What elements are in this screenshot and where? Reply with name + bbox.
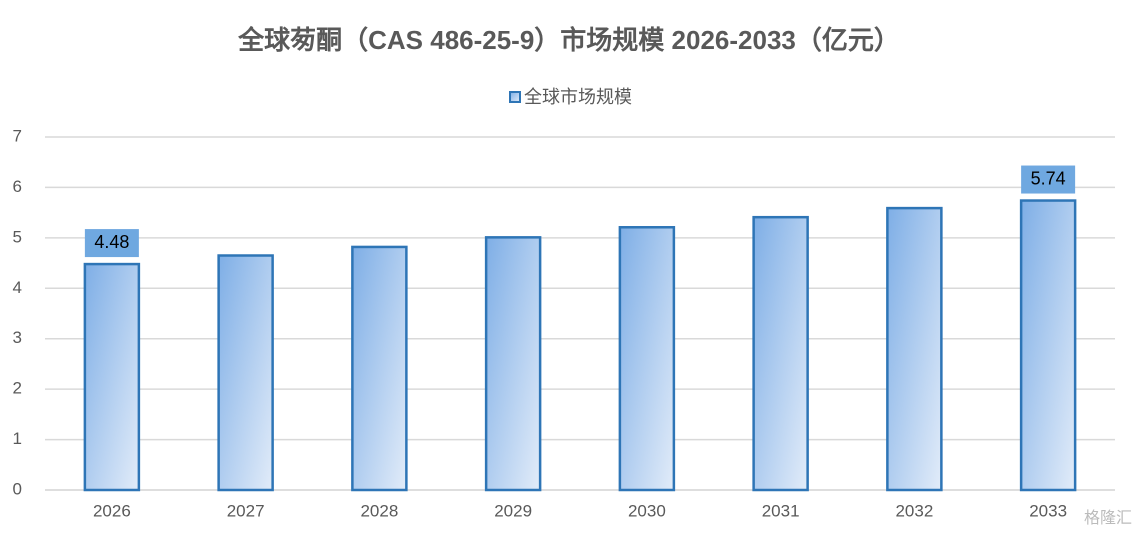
- y-tick-label: 5: [13, 227, 22, 246]
- y-tick-label: 6: [13, 177, 22, 196]
- legend-label: 全球市场规模: [524, 87, 632, 107]
- data-label-box: [1021, 165, 1076, 194]
- x-tick-label: 2033: [1029, 501, 1067, 520]
- x-tick-label: 2029: [494, 501, 532, 520]
- y-tick-label: 2: [13, 379, 22, 398]
- y-tick-label: 1: [13, 429, 22, 448]
- bar: [886, 206, 943, 492]
- x-tick-label: 2028: [360, 501, 398, 520]
- chart-title: 全球茐酮（CAS 486-25-9）市场规模 2026-2033（亿元）: [237, 25, 900, 55]
- bar: [217, 254, 274, 492]
- watermark: 格隆汇: [1084, 509, 1132, 527]
- bar: [351, 245, 408, 492]
- data-label-box: [84, 229, 139, 258]
- x-tick-label: 2032: [895, 501, 933, 520]
- bar: [484, 236, 542, 492]
- bar: [83, 262, 141, 492]
- legend-swatch: [509, 91, 521, 103]
- y-tick-label: 4: [13, 278, 22, 297]
- x-tick-label: 2030: [628, 501, 666, 520]
- bar: [618, 226, 676, 492]
- y-tick-label: 7: [13, 126, 22, 145]
- bar: [752, 215, 809, 492]
- data-label: 4.48: [94, 232, 129, 252]
- x-tick-label: 2026: [93, 501, 131, 520]
- x-tick-label: 2031: [762, 501, 800, 520]
- y-tick-label: 3: [13, 328, 22, 347]
- x-tick-label: 2027: [227, 501, 265, 520]
- data-label: 5.74: [1031, 168, 1066, 188]
- y-tick-label: 0: [13, 479, 22, 498]
- bar: [1019, 199, 1077, 492]
